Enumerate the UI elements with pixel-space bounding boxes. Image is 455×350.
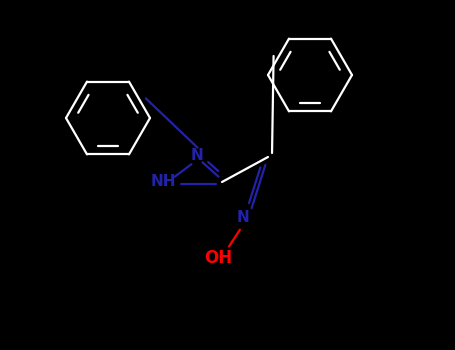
Text: N: N [237, 210, 249, 225]
Text: N: N [191, 147, 203, 162]
Text: OH: OH [204, 249, 232, 267]
Text: NH: NH [150, 175, 176, 189]
